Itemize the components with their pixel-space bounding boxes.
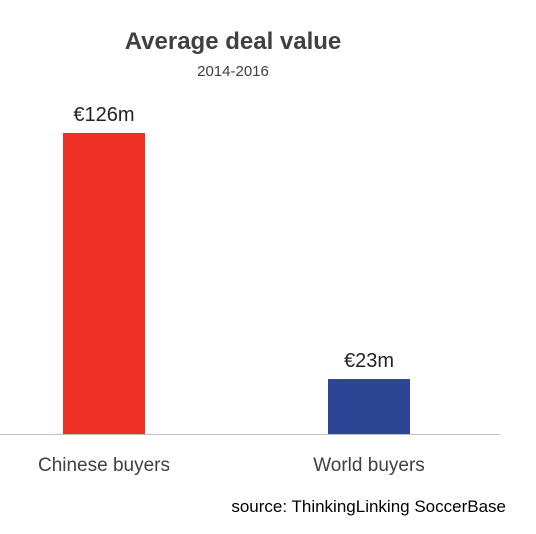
x-tick-label: Chinese buyers xyxy=(38,455,170,476)
data-label: €126m xyxy=(73,104,134,126)
bar-world-buyers xyxy=(328,379,410,434)
source-note: source: ThinkingLinking SoccerBase xyxy=(231,497,506,516)
bar-chinese-buyers xyxy=(63,133,145,434)
x-tick-label: World buyers xyxy=(313,455,425,476)
chart-subtitle: 2014-2016 xyxy=(197,63,269,80)
data-label: €23m xyxy=(344,350,394,372)
chart-title: Average deal value xyxy=(124,28,342,55)
